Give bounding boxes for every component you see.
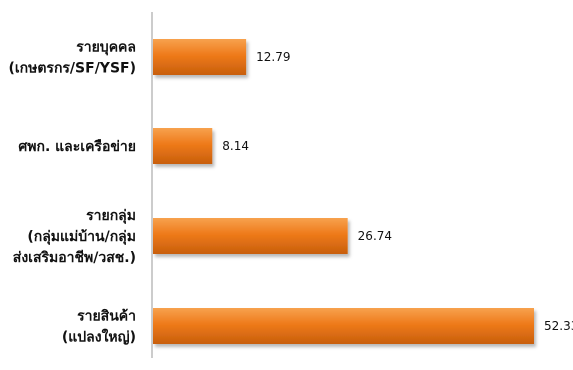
value-label-1: 8.14 <box>222 139 249 153</box>
category-label-3-line-0: รายสินค้า <box>77 309 136 325</box>
value-label-3: 52.33 <box>544 319 573 333</box>
bar-0 <box>153 39 247 75</box>
category-label-0-line-1: (เกษตรกร/SF/YSF) <box>8 61 136 77</box>
category-label-2-line-0: รายกลุ่ม <box>86 208 136 224</box>
category-label-2-line-2: ส่งเสริมอาชีพ/วสช.) <box>13 250 136 266</box>
category-label-1-line-0: ศพก. และเครือข่าย <box>18 139 136 155</box>
value-label-0: 12.79 <box>256 50 290 64</box>
bar-2 <box>153 218 348 254</box>
bar-3 <box>153 308 534 344</box>
category-label-3-line-1: (แปลงใหญ่) <box>62 328 136 346</box>
value-label-2: 26.74 <box>358 229 392 243</box>
bar-1 <box>153 128 213 164</box>
category-label-2-line-1: (กลุ่มแม่บ้าน/กลุ่ม <box>27 229 136 245</box>
category-label-0-line-0: รายบุคคล <box>76 40 136 56</box>
